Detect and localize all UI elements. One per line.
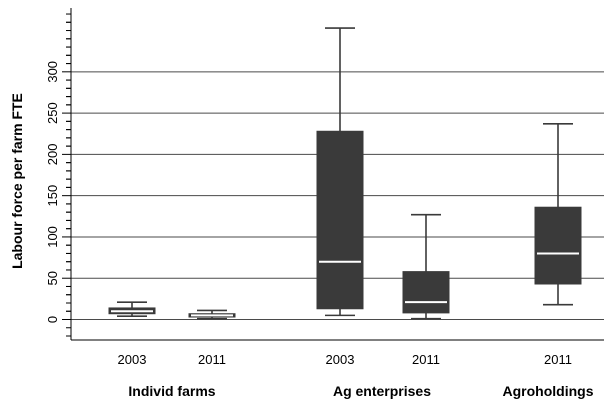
box-ag-enterprises-2011 bbox=[402, 213, 450, 320]
x-tick-label: 2011 bbox=[198, 352, 226, 367]
box-agroholdings-2011 bbox=[534, 123, 582, 306]
group-label: Agroholdings bbox=[503, 383, 594, 399]
iqr-box bbox=[402, 271, 450, 314]
iqr-box bbox=[316, 130, 364, 310]
box-individ-farms-2011 bbox=[188, 309, 236, 320]
iqr-box bbox=[534, 206, 582, 285]
y-tick-label: 200 bbox=[45, 144, 60, 166]
axes bbox=[62, 8, 604, 341]
y-tick-label: 100 bbox=[45, 226, 60, 248]
boxes bbox=[108, 27, 582, 320]
labels: 0 50 100 150 200 250 300 2003 2011 2003 2011 2011 In… bbox=[45, 61, 594, 399]
y-tick-label: 250 bbox=[45, 102, 60, 124]
y-axis-label: Labour force per farm FTE bbox=[9, 93, 25, 269]
group-label: Ag enterprises bbox=[333, 383, 431, 399]
x-tick-label: 2003 bbox=[118, 352, 147, 367]
y-tick-label: 150 bbox=[45, 185, 60, 207]
x-tick-label: 2003 bbox=[326, 352, 355, 367]
group-label: Individ farms bbox=[128, 383, 215, 399]
box-individ-farms-2003 bbox=[108, 301, 156, 317]
y-tick-label: 50 bbox=[45, 271, 60, 285]
y-tick-label: 0 bbox=[45, 316, 60, 323]
box-ag-enterprises-2003 bbox=[316, 27, 364, 317]
x-tick-label: 2011 bbox=[544, 352, 572, 367]
y-tick-label: 300 bbox=[45, 61, 60, 83]
x-tick-label: 2011 bbox=[412, 352, 440, 367]
